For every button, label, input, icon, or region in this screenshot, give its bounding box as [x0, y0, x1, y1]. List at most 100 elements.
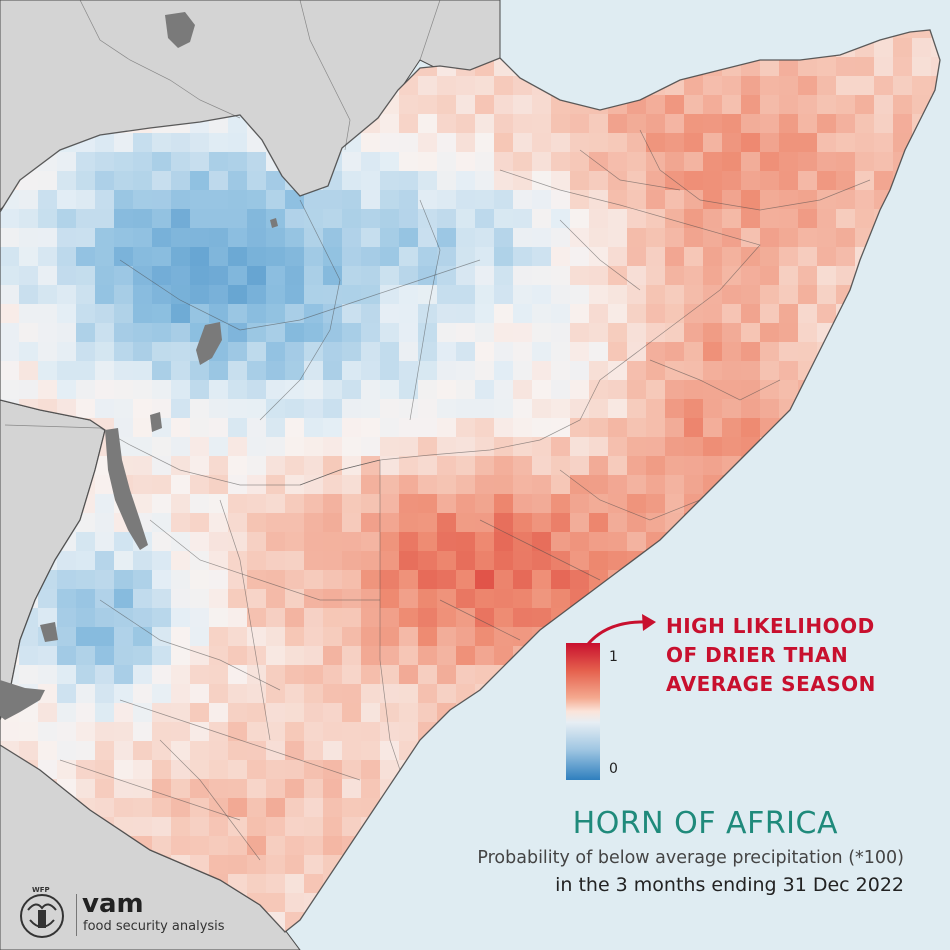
grid-cell	[114, 171, 134, 191]
grid-cell	[437, 399, 457, 419]
grid-cell	[190, 266, 210, 286]
grid-cell	[798, 323, 818, 343]
grid-cell	[304, 285, 324, 305]
grid-cell	[209, 209, 229, 229]
grid-cell	[76, 779, 96, 799]
grid-cell	[684, 76, 704, 96]
grid-cell	[323, 399, 343, 419]
logo-name: vam	[82, 889, 144, 919]
grid-cell	[190, 285, 210, 305]
grid-cell	[475, 228, 495, 248]
grid-cell	[532, 494, 552, 514]
grid-cell	[532, 570, 552, 590]
grid-cell	[57, 361, 77, 381]
admin-border	[259, 199, 341, 421]
grid-cell	[342, 361, 362, 381]
grid-cell	[399, 589, 419, 609]
grid-cell	[684, 399, 704, 419]
grid-cell	[836, 247, 856, 267]
grid-cell	[133, 361, 153, 381]
grid-cell	[532, 475, 552, 495]
grid-cell	[57, 722, 77, 742]
grid-cell	[893, 57, 913, 77]
grid-cell	[475, 380, 495, 400]
grid-cell	[380, 304, 400, 324]
grid-cell	[437, 247, 457, 267]
grid-cell	[532, 589, 552, 609]
grid-cell	[855, 95, 875, 115]
grid-cell	[266, 589, 286, 609]
grid-cell	[608, 418, 628, 438]
grid-cell	[532, 95, 552, 115]
grid-cell	[247, 665, 267, 685]
grid-cell	[228, 494, 248, 514]
grid-cell	[209, 247, 229, 267]
grid-cell	[285, 608, 305, 628]
grid-cell	[190, 646, 210, 666]
grid-cell	[437, 380, 457, 400]
grid-cell	[513, 114, 533, 134]
grid-cell	[190, 418, 210, 438]
grid-cell	[95, 152, 115, 172]
grid-cell	[760, 76, 780, 96]
grid-cell	[190, 741, 210, 761]
grid-cell	[703, 171, 723, 191]
lake	[270, 218, 278, 228]
grid-cell	[95, 703, 115, 723]
grid-cell	[399, 475, 419, 495]
grid-cell	[437, 95, 457, 115]
grid-cell	[779, 209, 799, 229]
grid-cell	[114, 703, 134, 723]
callout-line-1: HIGH LIKELIHOOD	[666, 614, 875, 638]
grid-cell	[456, 209, 476, 229]
grid-cell	[342, 342, 362, 362]
grid-cell	[627, 190, 647, 210]
admin-border	[419, 0, 441, 61]
grid-cell	[171, 608, 191, 628]
grid-cell	[684, 190, 704, 210]
grid-cell	[570, 456, 590, 476]
grid-cell	[209, 228, 229, 248]
grid-cell	[361, 551, 381, 571]
grid-cell	[114, 285, 134, 305]
grid-cell	[190, 380, 210, 400]
grid-cell	[342, 627, 362, 647]
grid-cell	[285, 798, 305, 818]
admin-border	[439, 599, 521, 641]
grid-cell	[874, 171, 894, 191]
grid-cell	[247, 703, 267, 723]
grid-cell	[684, 304, 704, 324]
grid-cell	[285, 741, 305, 761]
grid-cell	[38, 722, 58, 742]
grid-cell	[684, 171, 704, 191]
grid-cell	[342, 285, 362, 305]
grid-cell	[304, 190, 324, 210]
grid-cell	[247, 779, 267, 799]
grid-cell	[798, 76, 818, 96]
grid-cell	[912, 76, 932, 96]
grid-cell	[741, 190, 761, 210]
grid-cell	[380, 646, 400, 666]
grid-cell	[399, 152, 419, 172]
grid-cell	[437, 456, 457, 476]
grid-cell	[114, 760, 134, 780]
grid-cell	[741, 152, 761, 172]
grid-cell	[646, 133, 666, 153]
grid-cell	[323, 836, 343, 856]
grid-cell	[38, 304, 58, 324]
grid-cell	[171, 684, 191, 704]
grid-cell	[247, 836, 267, 856]
grid-cell	[570, 532, 590, 552]
grid-cell	[266, 399, 286, 419]
grid-cell	[228, 266, 248, 286]
grid-cell	[304, 627, 324, 647]
grid-cell	[361, 152, 381, 172]
grid-cell	[874, 133, 894, 153]
grid-cell	[228, 418, 248, 438]
grid-cell	[95, 266, 115, 286]
grid-cell	[475, 608, 495, 628]
grid-cell	[57, 171, 77, 191]
grid-cell	[779, 380, 799, 400]
grid-cell	[114, 798, 134, 818]
grid-cell	[228, 760, 248, 780]
